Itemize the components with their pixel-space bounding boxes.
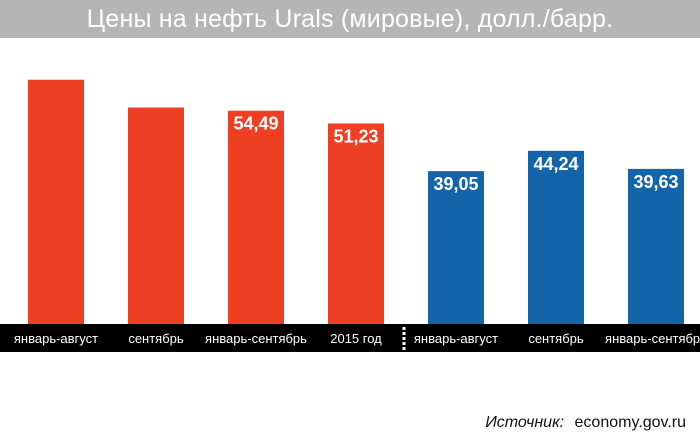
tick-label-0: январь-август: [14, 331, 98, 346]
source-label: Источник:: [485, 414, 565, 431]
data-label-6: 39,63: [633, 172, 678, 192]
bar-0: [28, 79, 84, 325]
data-label-5: 44,24: [533, 154, 578, 174]
tick-label-2: январь-сентябрь: [205, 331, 307, 346]
bar-2: [228, 110, 284, 324]
bar-5: [528, 150, 584, 324]
source-value: economy.gov.ru: [574, 414, 686, 431]
bar-3: [328, 123, 384, 324]
chart-title: Цены на нефть Urals (мировые), долл./бар…: [86, 5, 614, 33]
tick-label-1: сентябрь: [128, 331, 184, 346]
data-label-4: 39,05: [433, 174, 478, 194]
bar-4: [428, 171, 484, 324]
tick-label-5: сентябрь: [528, 331, 584, 346]
source-note: Источник: economy.gov.ru: [485, 414, 686, 432]
separator-dot: [402, 327, 406, 330]
tick-label-6: январь-сентябрь: [605, 331, 700, 346]
title-band: [0, 0, 700, 38]
tick-label-3: 2015 год: [330, 331, 382, 346]
x-axis-band: [0, 324, 700, 352]
bar-1: [128, 107, 184, 324]
separator-dot: [402, 337, 406, 340]
group-separator: [402, 327, 406, 350]
bar-6: [628, 168, 684, 324]
separator-dot: [402, 342, 406, 345]
separator-dot: [402, 332, 406, 335]
data-label-3: 51,23: [333, 126, 378, 146]
data-label-2: 54,49: [233, 114, 278, 134]
tick-label-4: январь-август: [414, 331, 498, 346]
separator-dot: [402, 347, 406, 350]
